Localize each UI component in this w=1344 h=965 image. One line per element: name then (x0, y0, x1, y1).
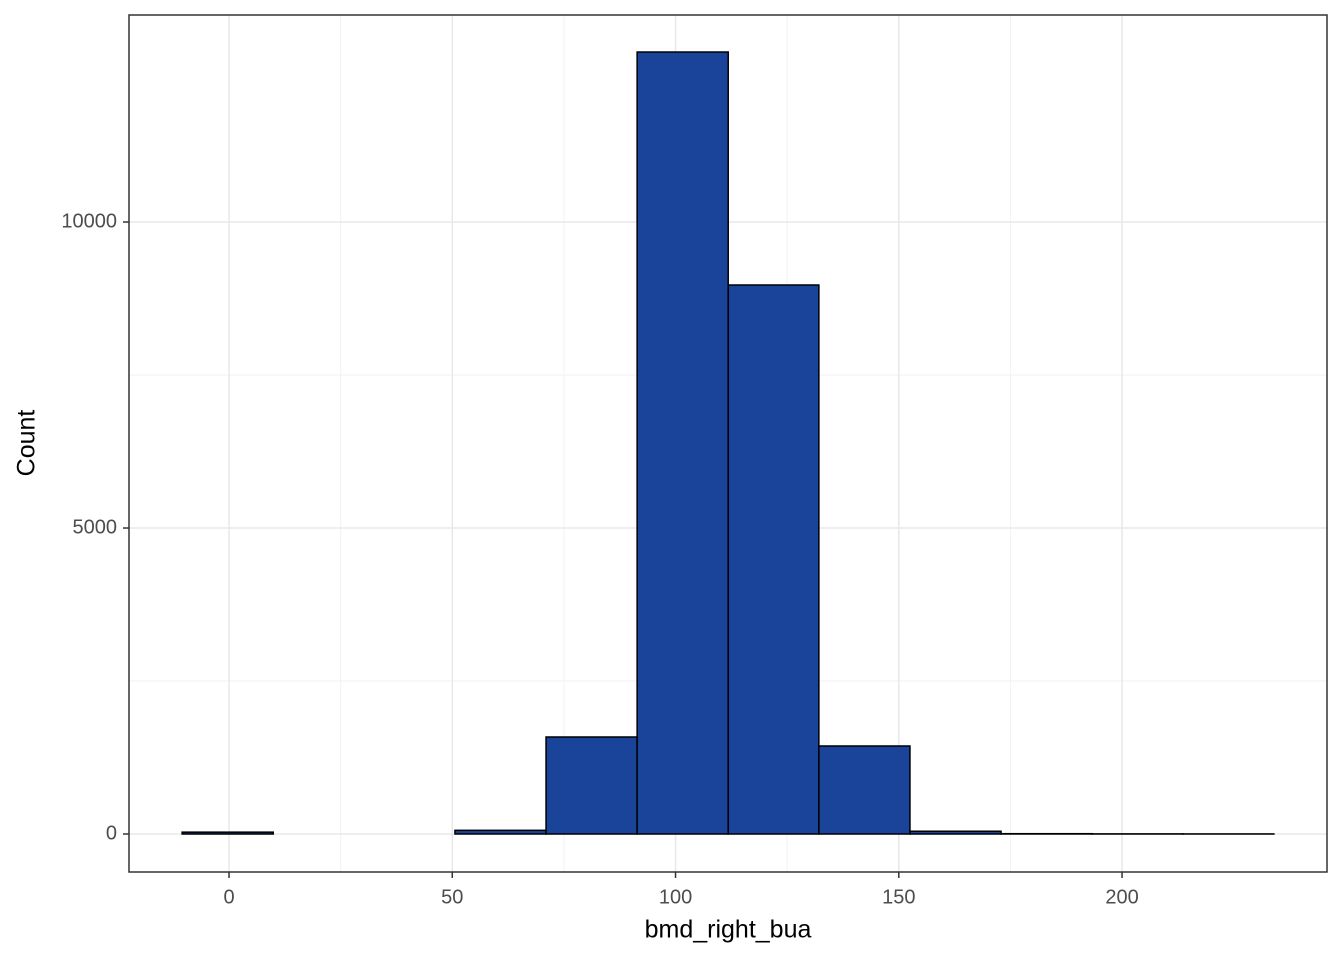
bar (728, 285, 819, 834)
bar (182, 832, 273, 834)
y-tick-label: 0 (106, 822, 117, 844)
bar (546, 737, 637, 834)
bar (637, 52, 728, 834)
x-tick-label: 0 (223, 886, 234, 908)
x-tick-label: 200 (1105, 886, 1138, 908)
x-tick-label: 100 (659, 886, 692, 908)
y-tick-label: 5000 (73, 516, 118, 538)
x-axis-title: bmd_right_bua (645, 916, 812, 944)
bar (455, 830, 546, 834)
y-axis-title: Count (13, 410, 41, 477)
x-tick-label: 50 (441, 886, 463, 908)
x-tick-label: 150 (882, 886, 915, 908)
bar (910, 831, 1001, 834)
y-tick-label: 10000 (61, 210, 117, 232)
bar (819, 746, 910, 834)
